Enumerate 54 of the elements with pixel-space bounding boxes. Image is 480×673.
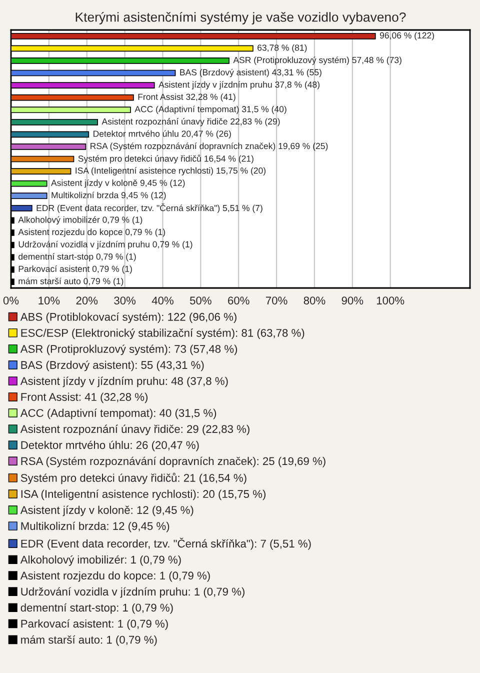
data-label: Asistent rozjezdu do kopce 0,79 % (1) [18,228,165,237]
x-tick-label: 20% [76,296,98,304]
legend-label: Udržování vozidla v jízdním pruhu: 1 (0,79 %) [21,587,244,598]
legend-label: dementní start-stop: 1 (0,79 %) [20,603,173,614]
data-label: 96,06 % (122) [380,32,434,40]
x-tick-label: 90% [342,296,364,304]
legend-label: Asistent jízdy v koloně: 12 (9,45 %) [20,506,194,516]
data-label: mám starší auto 0,79 % (1) [18,278,124,286]
data-label: Multikolizní brzda 9,45 % (12) [52,192,166,200]
legend-label: BAS (Brzdový asistent): 55 (43,31 %) [21,360,204,372]
x-tick-label: 40% [152,296,174,304]
x-tick-label: 50% [190,296,212,304]
data-label: Asistent jízdy v jízdním pruhu 37,8 % (48) [158,81,320,90]
legend-label: ACC (Adaptivní tempomat): 40 (31,5 %) [20,408,216,420]
data-label: Alkoholový imobilizér 0,79 % (1) [18,216,142,225]
x-tick-label: 100% [376,296,404,304]
legend-label: RSA (Systém rozpoznávání dopravních značek): 25 (19,69 %) [21,456,326,468]
x-tick-label: 60% [228,296,250,304]
x-tick-label: 70% [266,296,288,304]
data-label: Udržování vozidla v jízdním pruhu 0,79 % (1) [18,240,192,250]
data-label: Systém pro detekci únavy řidičů 16,54 % (21) [78,154,254,164]
legend-label: Front Assist: 41 (32,28 %) [21,392,148,404]
data-label: dementní start-stop 0,79 % (1) [18,253,136,262]
data-label: BAS (Brzdový asistent) 43,31 % (55) [180,68,322,78]
x-tick-label: 30% [114,296,136,304]
data-label: ACC (Adaptivní tempomat) 31,5 % (40) [134,106,286,114]
legend-label: mám starší auto: 1 (0,79 %) [21,635,157,646]
data-label: Parkovací asistent 0,79 % (1) [18,265,132,274]
x-tick-label: 10% [38,296,60,304]
legend-label: Parkovací asistent: 1 (0,79 %) [21,619,168,630]
data-label: Front Assist 32,28 % (41) [138,93,236,102]
data-label: Detektor mrtvého úhlu 20,47 % (26) [94,130,231,139]
legend-label: ABS (Protiblokovací systém): 122 (96,06 %) [20,312,236,323]
data-label: ISA (Inteligentní asistence rychlosti) 15,75 % (20) [76,167,266,176]
data-label: Asistent jízdy v koloně 9,45 % (12) [51,179,185,188]
legend-label: ESC/ESP (Elektronický stabilizační systém): 81 (63,78 %) [21,328,304,340]
legend-label: EDR (Event data recorder, tzv. "Černá skříňka"): 7 (5,51 %) [21,538,311,550]
data-label: Asistent rozpoznání únavy řidiče 22,83 % (29) [102,118,280,126]
legend-label: ISA (Inteligentní asistence rychlosti): 20 (15,75 %) [21,490,266,500]
legend-label: Asistent rozpoznání únavy řidiče: 29 (22,83 %) [20,424,250,436]
legend-label: Systém pro detekci únavy řidičů: 21 (16,54 %) [20,472,246,484]
legend-label: ASR (Protiprokluzový systém): 73 (57,48 %) [20,344,238,356]
chart-title: Kterými asistenčními systémy je vaše vozidlo vybaveno? [76,12,406,24]
data-label: ASR (Protiprokluzový systém) 57,48 % (73) [233,56,402,65]
legend-label: Alkoholový imobilizér: 1 (0,79 %) [20,555,181,566]
legend-label: Detektor mrtvého úhlu: 26 (20,47 %) [21,440,199,452]
data-label: EDR (Event data recorder, tzv. "Černá skříňka") 5,51 % (7) [36,203,262,213]
data-label: 63,78 % (81) [258,44,307,53]
legend-label: Multikolizní brzda: 12 (9,45 %) [21,522,170,532]
data-label: RSA (Systém rozpoznávání dopravních značek) 19,69 % (25) [90,142,328,151]
legend-label: Asistent rozjezdu do kopce: 1 (0,79 %) [20,571,210,582]
x-tick-label: 0% [3,296,19,304]
x-tick-label: 80% [304,296,326,304]
legend-label: Asistent jízdy v jízdním pruhu: 48 (37,8 %) [20,376,228,388]
